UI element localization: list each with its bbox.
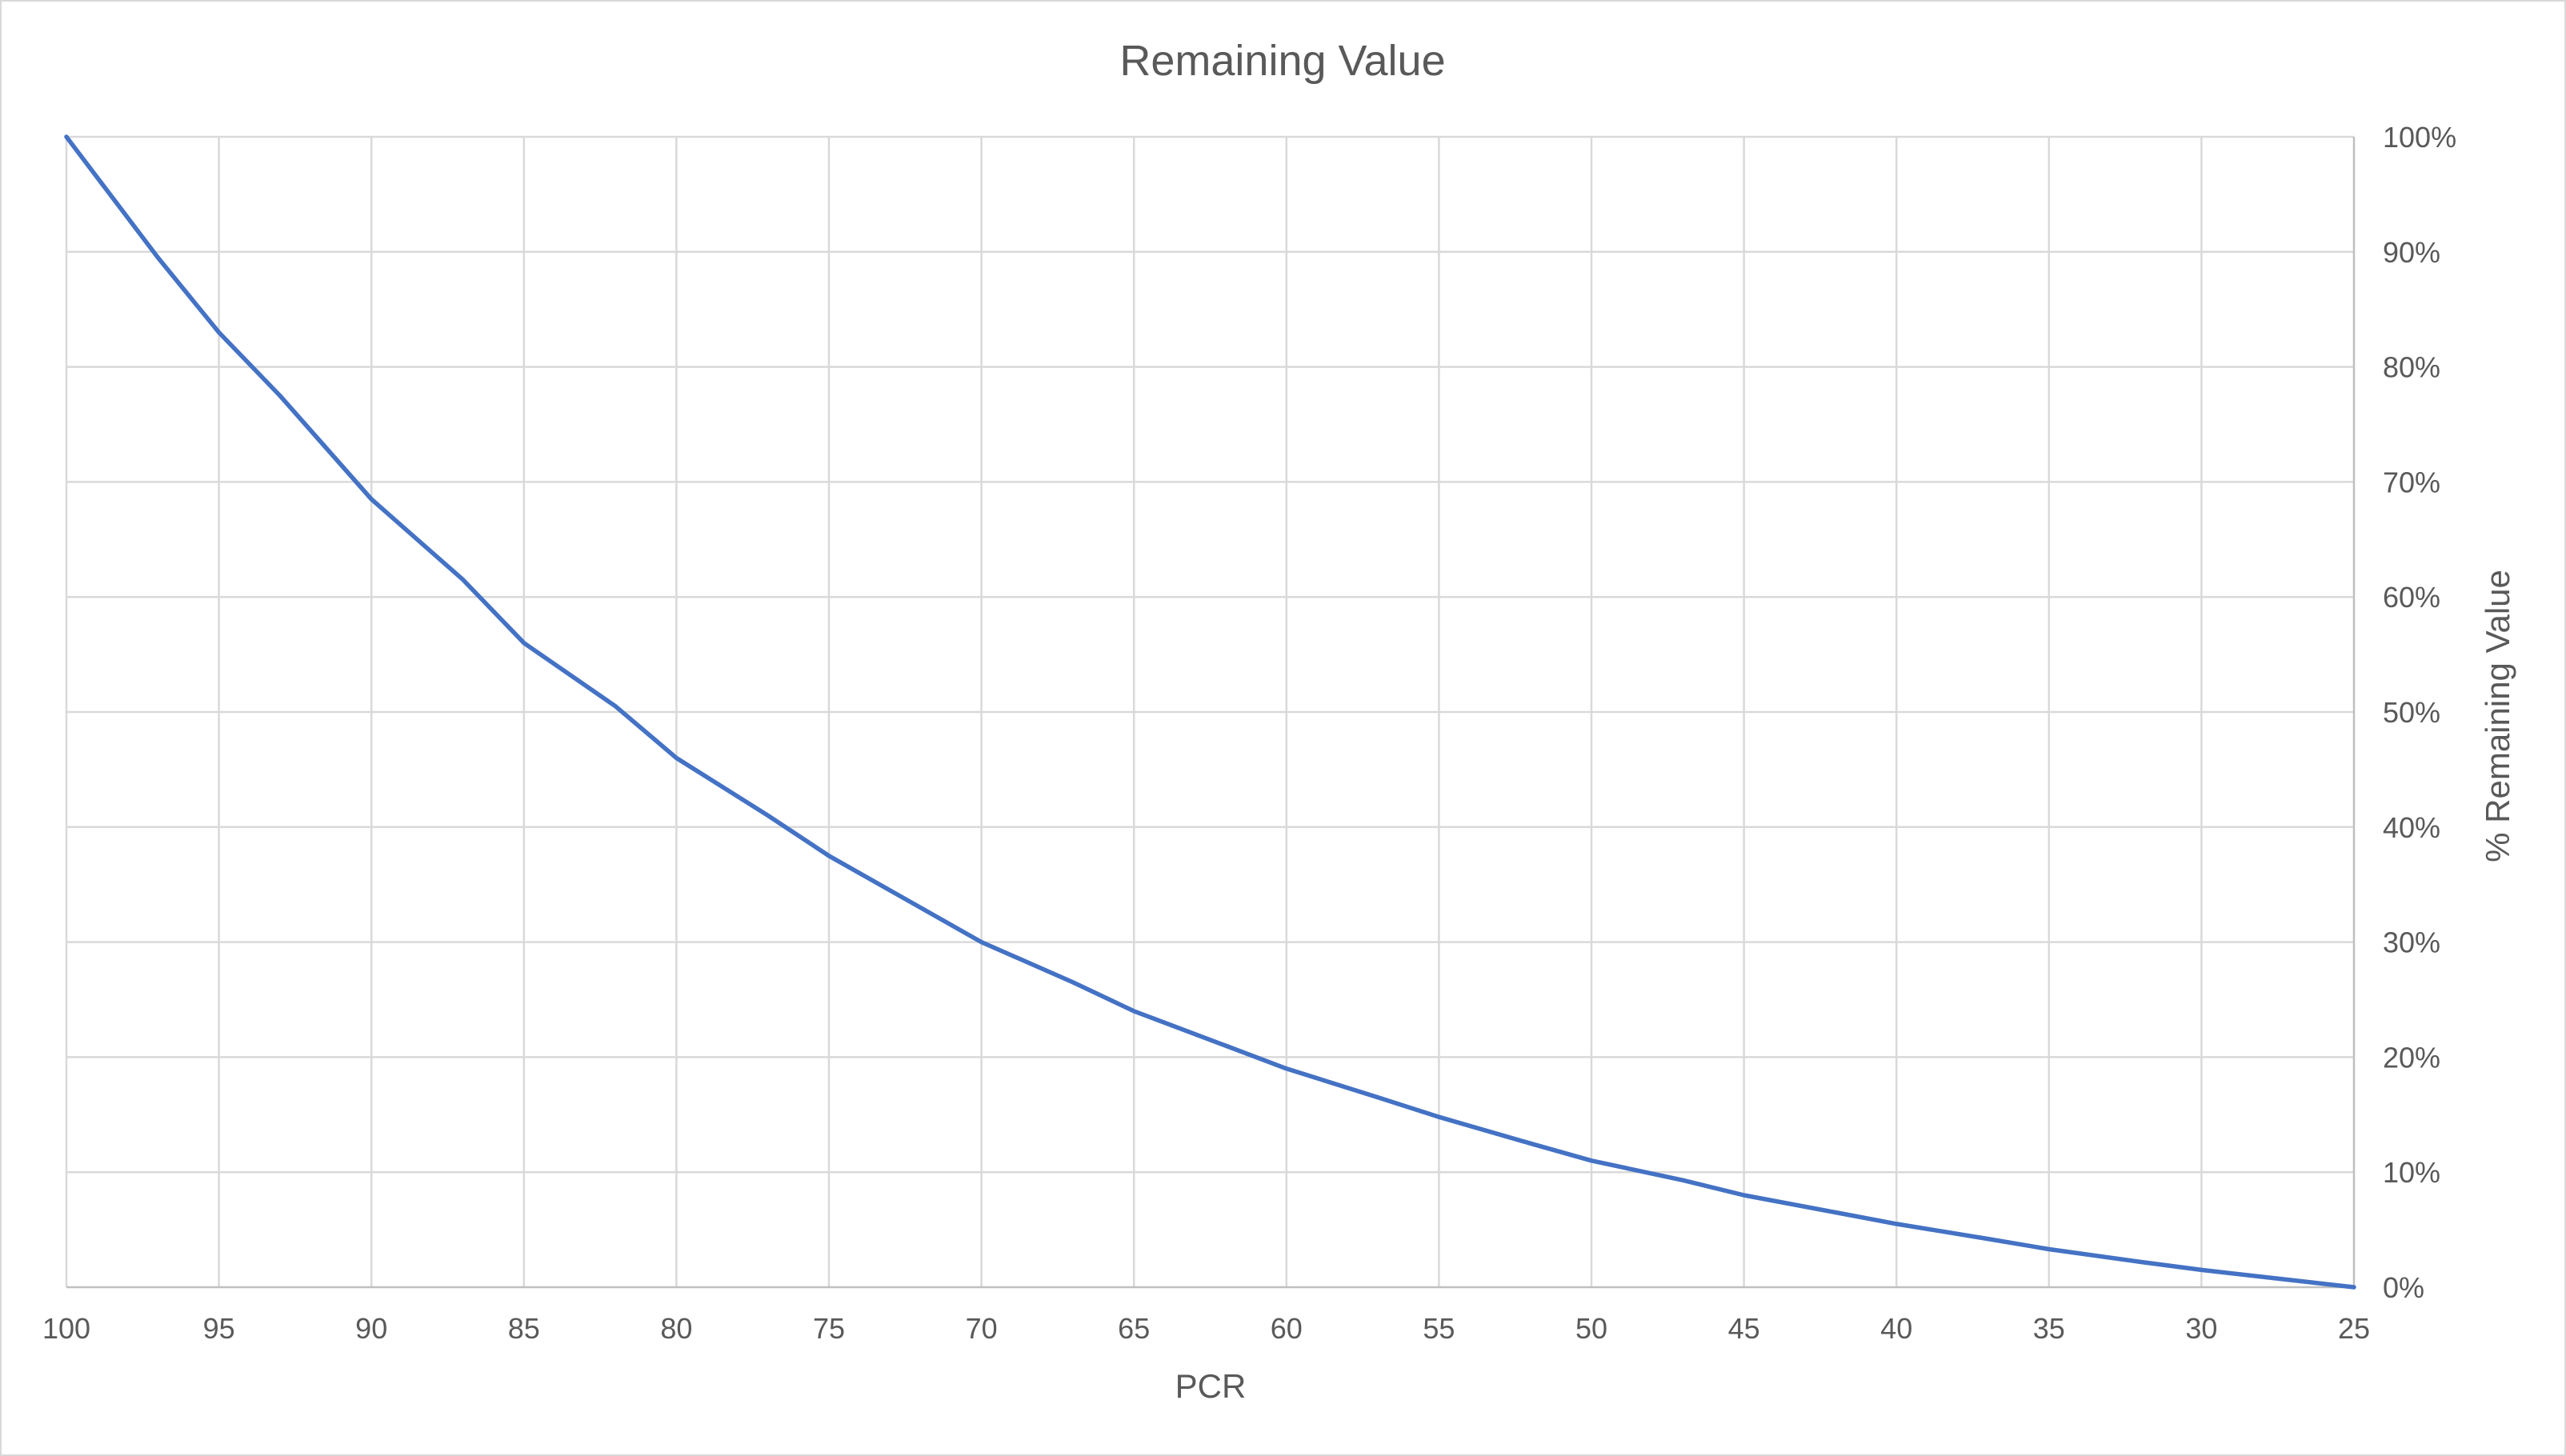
x-tick-label: 95	[203, 1312, 235, 1345]
x-tick-label: 85	[508, 1312, 540, 1345]
x-tick-label: 50	[1575, 1312, 1607, 1345]
y-tick-label: 0%	[2383, 1271, 2424, 1304]
series-layer	[64, 134, 2356, 1290]
y-tick-label: 60%	[2383, 581, 2440, 614]
x-tick-label: 80	[660, 1312, 692, 1345]
x-tick-label: 30	[2185, 1312, 2217, 1345]
x-tick-label: 45	[1728, 1312, 1760, 1345]
x-tick-label: 100	[42, 1312, 90, 1345]
y-tick-label: 90%	[2383, 236, 2440, 269]
x-tick-label: 40	[1880, 1312, 1912, 1345]
grid-layer	[66, 135, 2354, 1287]
y-tick-label: 50%	[2383, 696, 2440, 729]
x-axis-title: PCR	[1175, 1367, 1247, 1405]
x-tick-label: 90	[355, 1312, 387, 1345]
y-tick-label: 100%	[2383, 121, 2456, 154]
y-tick-label: 40%	[2383, 811, 2440, 844]
y-tick-label: 70%	[2383, 466, 2440, 498]
y-tick-label: 20%	[2383, 1041, 2440, 1074]
x-tick-label: 65	[1118, 1312, 1150, 1345]
y-axis-title: % Remaining Value	[2479, 570, 2516, 862]
x-tick-label: 55	[1423, 1312, 1455, 1345]
series-line	[64, 134, 2356, 1290]
x-tick-label: 75	[813, 1312, 845, 1345]
axis-layer	[65, 137, 2356, 1289]
x-tick-label: 25	[2338, 1312, 2370, 1345]
y-tick-label: 80%	[2383, 351, 2440, 384]
chart-title: Remaining Value	[1119, 37, 1445, 85]
y-tick-label: 30%	[2383, 926, 2440, 959]
x-tick-label: 35	[2033, 1312, 2065, 1345]
x-tick-label: 60	[1271, 1312, 1303, 1345]
label-layer: 100 95 90 85 80 75 70 65 60 55 50 45 40 35 30 25 0% 10% 20…	[42, 121, 2456, 1345]
x-tick-label: 70	[966, 1312, 998, 1345]
y-tick-label: 10%	[2383, 1156, 2440, 1189]
